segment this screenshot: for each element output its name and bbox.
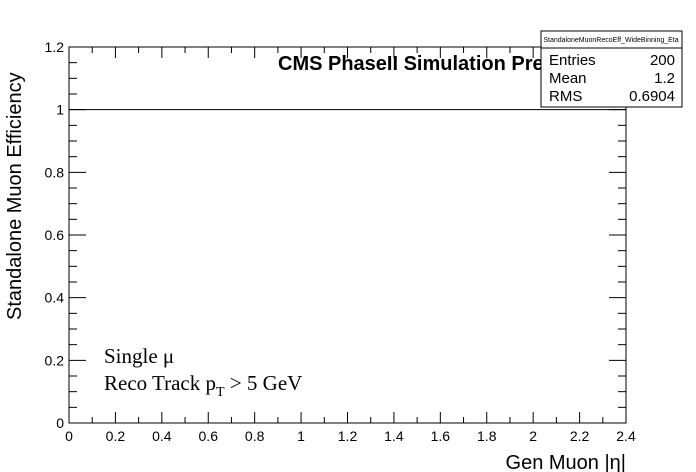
y-tick-label: 1: [56, 102, 64, 118]
annotation-reco-sub: T: [216, 385, 225, 400]
x-tick-label: 2.4: [616, 428, 636, 444]
stats-mean-label: Mean: [549, 70, 587, 87]
x-tick-label: 1.4: [384, 428, 404, 444]
annotation-reco-rest: > 5 GeV: [225, 371, 303, 395]
stats-rms-value: 0.6904: [629, 88, 675, 105]
stats-mean-value: 1.2: [654, 70, 675, 87]
x-tick-label: 1.6: [431, 428, 451, 444]
stats-rms-label: RMS: [549, 88, 582, 105]
x-tick-label: 0.2: [106, 428, 126, 444]
x-tick-label: 0.6: [199, 428, 219, 444]
chart-title: CMS PhaseII Simulation Prelim.: [278, 53, 578, 75]
annotation-reco-track: Reco Track pT > 5 GeV: [104, 371, 302, 400]
y-tick-label: 0: [56, 415, 64, 431]
y-tick-label: 0.2: [45, 352, 65, 368]
stats-entries-label: Entries: [549, 52, 596, 69]
x-tick-label: 0.8: [245, 428, 265, 444]
axis-ticks: [68, 46, 627, 424]
y-tick-label: 0.4: [45, 290, 65, 306]
x-tick-label: 0.4: [152, 428, 172, 444]
y-tick-labels: 0 0.2 0.4 0.6 0.8 1 1.2: [45, 39, 65, 431]
annotation-single-muon: Single μ: [104, 344, 174, 368]
stats-title: StandaloneMuonRecoEff_WideBinning_Eta: [543, 37, 678, 44]
y-tick-label: 1.2: [45, 39, 65, 55]
annotation-reco-main: Reco Track p: [104, 371, 216, 395]
y-tick-label: 0.6: [45, 227, 65, 243]
x-tick-labels: 0 0.2 0.4 0.6 0.8 1 1.2 1.4 1.6 1.8 2 2.2 2.4: [65, 428, 636, 444]
stats-box: StandaloneMuonRecoEff_WideBinning_Eta En…: [540, 30, 683, 108]
x-tick-label: 2: [529, 428, 537, 444]
x-tick-label: 1.2: [338, 428, 358, 444]
x-tick-label: 2.2: [570, 428, 590, 444]
x-axis-title: Gen Muon |η|: [506, 452, 626, 472]
stats-entries-value: 200: [650, 52, 675, 69]
x-tick-label: 1: [297, 428, 305, 444]
x-tick-label: 1.8: [477, 428, 497, 444]
y-tick-label: 0.8: [45, 164, 65, 180]
x-tick-label: 0: [65, 428, 73, 444]
y-axis-title: Standalone Muon Efficiency: [4, 72, 26, 320]
